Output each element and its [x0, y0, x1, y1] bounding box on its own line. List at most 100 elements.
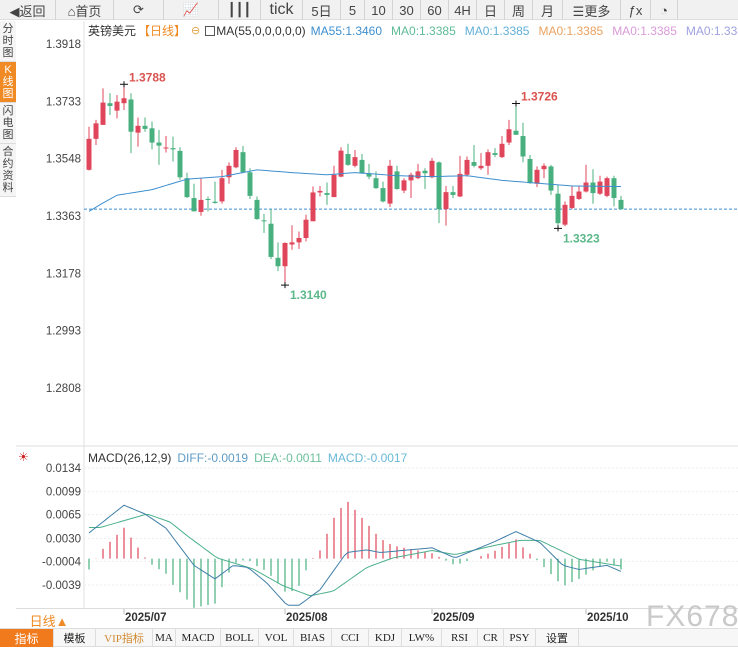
toolbar-item-clock-icon[interactable]: ◔ — [651, 0, 678, 20]
candle-body — [205, 198, 211, 200]
candle-body — [471, 162, 477, 166]
toolbar-item-日[interactable]: 日 — [477, 0, 505, 20]
candle — [177, 147, 183, 180]
period-selector[interactable]: 日线▲ — [29, 614, 69, 629]
candle-body — [352, 157, 358, 166]
tab-0[interactable]: 分时图 — [0, 21, 16, 62]
candle — [513, 103, 519, 135]
candle — [415, 163, 421, 180]
toolbar-item-周[interactable]: 周 — [505, 0, 533, 20]
candle-body — [303, 219, 309, 239]
indicator-tab-boll[interactable]: BOLL — [221, 629, 259, 647]
ma-title: MA(55,0,0,0,0,0) — [216, 23, 306, 38]
candle-body — [93, 123, 99, 139]
candle-body — [464, 159, 470, 175]
x-tick-label: 2025/10 — [587, 612, 629, 624]
macd-diff-value: DIFF:-0.0019 — [177, 451, 249, 465]
candle-body — [331, 174, 337, 198]
macd-y-tick-label: 0.0065 — [46, 510, 81, 522]
candle — [198, 178, 204, 216]
indicator-tab-macd[interactable]: MACD — [176, 629, 221, 647]
candle-body — [422, 170, 428, 174]
tab-1[interactable]: K线图 — [0, 62, 16, 103]
toolbar-item-formula-icon[interactable]: ƒx — [621, 0, 651, 20]
candle — [310, 186, 316, 222]
y-tick-label: 1.3548 — [46, 154, 81, 166]
candle — [492, 148, 498, 158]
toolbar-item-30[interactable]: 30 — [393, 0, 421, 20]
candle-body — [310, 192, 316, 222]
chart-type-tabs: 分时图 K线图 闪电图 合约资料 — [0, 21, 16, 197]
toolbar-item-60[interactable]: 60 — [421, 0, 449, 20]
dea-line — [89, 513, 622, 597]
extreme-label: 1.3140 — [290, 288, 327, 302]
candle — [597, 175, 603, 195]
toolbar-item-5日[interactable]: 5日 — [303, 0, 341, 20]
ma-settings-icon[interactable] — [205, 25, 216, 36]
macd-settings-icon[interactable]: ☀ — [18, 450, 29, 464]
candle-body — [121, 98, 127, 104]
indicator-tab-指标[interactable]: 指标 — [0, 629, 54, 647]
indicator-tab-rsi[interactable]: RSI — [442, 629, 478, 647]
toolbar-item-5[interactable]: 5 — [341, 0, 365, 20]
candle-body — [485, 152, 491, 166]
candle-body — [163, 147, 169, 149]
candle-body — [268, 223, 274, 257]
indicator-tab-ma[interactable]: MA — [153, 629, 176, 647]
toolbar-item-menu-icon[interactable]: ☰更多 — [563, 0, 621, 20]
candle-body — [590, 182, 596, 194]
macd-legend: MACD(26,12,9) DIFF:-0.0019 DEA:-0.0011 M… — [88, 451, 407, 465]
candle — [135, 117, 141, 147]
indicator-tab-设置[interactable]: 设置 — [536, 629, 579, 647]
toolbar-item-tick[interactable]: tick — [261, 0, 303, 20]
toolbar-item-4H[interactable]: 4H — [449, 0, 477, 20]
x-tick-label: 2025/09 — [433, 612, 475, 624]
toolbar-item-refresh-icon[interactable]: ⟳ — [114, 0, 164, 20]
candle — [149, 121, 155, 150]
candle — [268, 209, 274, 260]
candle-body — [520, 136, 526, 157]
indicator-tab-模板[interactable]: 模板 — [54, 629, 96, 647]
toolbar-item-back-arrow-icon[interactable]: ◀返回 — [0, 0, 56, 20]
candle — [324, 182, 330, 205]
ma-value: MA0:1.3385 — [538, 23, 604, 38]
indicator-tab-vol[interactable]: VOL — [259, 629, 294, 647]
candle — [128, 93, 134, 154]
toolbar-item-home-icon[interactable]: ⌂首页 — [56, 0, 114, 20]
toolbar-item-10[interactable]: 10 — [365, 0, 393, 20]
indicator-tab-kdj[interactable]: KDJ — [369, 629, 402, 647]
candle-body — [226, 165, 232, 178]
candle-body — [562, 204, 568, 225]
candle-body — [611, 178, 617, 199]
candle-body — [254, 199, 260, 220]
candle — [303, 214, 309, 242]
candle — [352, 149, 358, 168]
collapse-icon[interactable]: ⊖ — [191, 25, 201, 37]
candle — [142, 117, 148, 132]
candle-body — [324, 193, 330, 195]
candle — [100, 88, 106, 125]
candle — [107, 93, 113, 115]
watermark-logo: FX678 — [646, 600, 738, 633]
candle-body — [457, 173, 463, 197]
toolbar-item-candlestick-icon[interactable]: ┃┃┃ — [219, 0, 261, 20]
indicator-tab-cci[interactable]: CCI — [332, 629, 369, 647]
candle — [576, 185, 582, 200]
indicator-tab-lw%[interactable]: LW% — [402, 629, 442, 647]
candle — [289, 225, 295, 250]
macd-dea-value: DEA:-0.0011 — [254, 451, 322, 465]
candle-body — [289, 242, 295, 245]
tab-2[interactable]: 闪电图 — [0, 103, 16, 144]
candle-body — [170, 148, 176, 150]
indicator-tab-cr[interactable]: CR — [478, 629, 504, 647]
indicator-tab-vip指标[interactable]: VIP指标 — [96, 629, 153, 647]
candle — [366, 163, 372, 180]
tab-3[interactable]: 合约资料 — [0, 144, 16, 197]
period-label: 【日线】 — [138, 24, 187, 38]
ma-value: MA0:1.3385 — [685, 23, 738, 38]
toolbar-item-月[interactable]: 月 — [533, 0, 563, 20]
toolbar-item-trend-chart-icon[interactable]: 📈 — [164, 0, 219, 20]
indicator-tab-bias[interactable]: BIAS — [294, 629, 332, 647]
indicator-tab-psy[interactable]: PSY — [504, 629, 536, 647]
